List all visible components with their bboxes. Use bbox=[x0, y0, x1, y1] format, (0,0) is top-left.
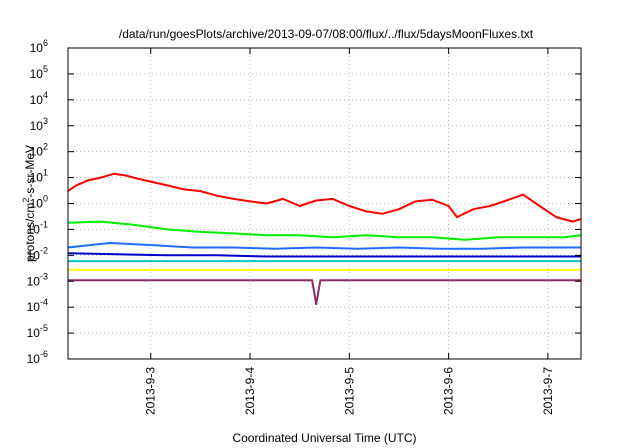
y-tick-label: 102 bbox=[30, 142, 48, 159]
y-tick-label: 106 bbox=[30, 38, 48, 55]
y-tick-base: 10 bbox=[27, 222, 41, 236]
series-group bbox=[67, 172, 582, 306]
y-tick-label: 103 bbox=[30, 116, 48, 133]
x-tick-label: 2013-9-4 bbox=[243, 367, 257, 415]
y-tick-base: 10 bbox=[30, 41, 44, 55]
y-tick-exponent: -5 bbox=[40, 323, 48, 333]
y-tick-label: 100 bbox=[30, 194, 48, 211]
y-tick-base: 10 bbox=[30, 93, 44, 107]
y-tick-base: 10 bbox=[27, 352, 41, 366]
y-tick-base: 10 bbox=[27, 300, 41, 314]
y-tick-base: 10 bbox=[27, 326, 41, 340]
y-tick-exponent: 2 bbox=[43, 142, 48, 152]
y-tick-exponent: -4 bbox=[40, 297, 48, 307]
axis-ticks bbox=[68, 47, 581, 360]
y-tick-base: 10 bbox=[30, 67, 44, 81]
y-tick-exponent: 6 bbox=[43, 38, 48, 48]
y-tick-exponent: 4 bbox=[43, 90, 48, 100]
x-tick-label: 2013-9-7 bbox=[541, 367, 555, 415]
x-tick-label: 2013-9-5 bbox=[342, 367, 356, 415]
series-line-4 bbox=[67, 252, 581, 258]
y-tick-exponent: 5 bbox=[43, 64, 48, 74]
y-tick-exponent: 1 bbox=[43, 168, 48, 178]
y-tick-label: 10-6 bbox=[27, 349, 48, 366]
y-tick-base: 10 bbox=[30, 145, 44, 159]
y-tick-base: 10 bbox=[27, 248, 41, 262]
x-tick-labels: 2013-9-3 2013-9-4 2013-9-5 2013-9-6 2013-9-7 bbox=[144, 367, 555, 415]
y-tick-label: 101 bbox=[30, 168, 48, 185]
y-tick-label: 105 bbox=[30, 64, 48, 81]
y-tick-label: 10-3 bbox=[27, 271, 48, 288]
series-line-2 bbox=[67, 220, 582, 241]
grid-lines bbox=[68, 48, 581, 359]
y-tick-base: 10 bbox=[27, 274, 41, 288]
y-tick-label: 10-2 bbox=[27, 245, 48, 262]
chart-title: /data/run/goesPlots/archive/2013-09-07/0… bbox=[119, 27, 534, 41]
y-tick-exponent: -6 bbox=[40, 349, 48, 359]
x-tick-label: 2013-9-3 bbox=[144, 367, 158, 415]
y-tick-exponent: 0 bbox=[43, 194, 48, 204]
y-tick-label: 104 bbox=[30, 90, 48, 107]
y-tick-exponent: -1 bbox=[40, 219, 48, 229]
series-line-3 bbox=[67, 242, 581, 250]
y-axis-label: protons/cm2-s-sr-MeV bbox=[21, 145, 37, 262]
y-tick-label: 10-5 bbox=[27, 323, 48, 340]
y-tick-labels: 10-610-510-410-310-210-11001011021031041… bbox=[27, 38, 48, 366]
y-tick-exponent: -2 bbox=[40, 245, 48, 255]
y-tick-exponent: -3 bbox=[40, 271, 48, 281]
y-tick-base: 10 bbox=[30, 171, 44, 185]
series-line-1 bbox=[67, 172, 582, 223]
y-tick-exponent: 3 bbox=[43, 116, 48, 126]
y-tick-label: 10-4 bbox=[27, 297, 48, 314]
y-tick-label: 10-1 bbox=[27, 219, 48, 236]
x-axis-label: Coordinated Universal Time (UTC) bbox=[232, 431, 416, 445]
y-tick-base: 10 bbox=[30, 197, 44, 211]
y-tick-base: 10 bbox=[30, 119, 44, 133]
x-tick-label: 2013-9-6 bbox=[442, 367, 456, 415]
series-line-7 bbox=[68, 279, 581, 306]
